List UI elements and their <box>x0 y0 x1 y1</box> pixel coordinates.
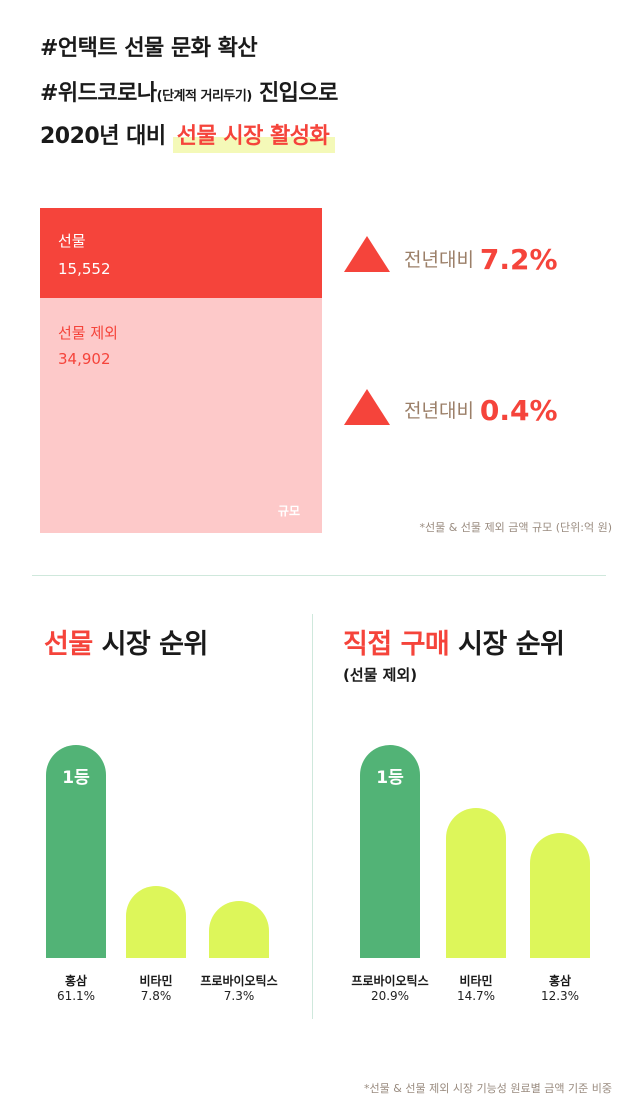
footnote: *선물 & 선물 제외 시장 기능성 원료별 금액 기준 비중 <box>364 1082 612 1095</box>
category-label: 비타민 <box>139 974 173 988</box>
category-label: 홍삼 <box>548 974 572 988</box>
gift-yoy: 전년대비 7.2% <box>404 243 558 276</box>
non-gift-market-box: 선물 제외 34,902 규모 <box>40 298 322 533</box>
value-label: 20.9% <box>370 989 410 1003</box>
headline-line-2: #위드코로나(단계적 거리두기) 진입으로 <box>40 75 338 107</box>
headline-line-2-main: #위드코로나 <box>40 81 157 106</box>
gift-rank-title-accent: 선물 <box>44 629 93 660</box>
non-gift-yoy-prefix: 전년대비 <box>404 400 474 422</box>
gift-market-box: 선물 15,552 <box>40 208 322 298</box>
value-label: 14.7% <box>456 989 496 1003</box>
rank-badge: 1등 <box>62 768 90 788</box>
headline-line-1: #언택트 선물 문화 확산 <box>40 36 258 61</box>
non-gift-yoy-value: 0.4% <box>479 394 558 427</box>
category-label: 프로바이오틱스 <box>351 974 429 988</box>
non-gift-value: 34,902 <box>58 350 111 368</box>
bar-0-0: 1등 <box>46 745 106 958</box>
up-triangle-icon <box>344 389 390 425</box>
value-label: 7.3% <box>223 989 255 1003</box>
headline-line-2-small: (단계적 거리두기) <box>156 89 253 104</box>
direct-rank-title-accent: 직접 구매 <box>343 629 450 660</box>
gift-rank-title-rest: 시장 순위 <box>92 629 209 660</box>
category-label: 홍삼 <box>64 974 88 988</box>
headline-line-2-tail: 진입으로 <box>251 81 338 106</box>
bar-1-2 <box>530 832 590 958</box>
value-label: 7.8% <box>140 989 172 1003</box>
non-gift-label: 선물 제외 <box>58 324 118 342</box>
direct-rank-subtitle: (선물 제외) <box>343 666 418 684</box>
bar-1-1 <box>446 808 506 958</box>
market-note: *선물 & 선물 제외 금액 규모 (단위:억 원) <box>419 521 612 534</box>
value-label: 12.3% <box>540 989 580 1003</box>
gift-label: 선물 <box>58 232 86 250</box>
bar-0-1 <box>126 886 186 958</box>
headline-line-3: 2020년 대비 선물 시장 활성화 <box>40 118 336 153</box>
direct-rank-title-rest: 시장 순위 <box>449 629 565 660</box>
gift-yoy-value: 7.2% <box>479 243 558 276</box>
rank-badge: 1등 <box>376 768 404 788</box>
divider-vertical <box>312 614 313 1019</box>
divider-horizontal <box>32 575 606 576</box>
gift-rank-title: 선물 시장 순위 <box>44 622 208 661</box>
category-label: 프로바이오틱스 <box>200 974 278 988</box>
headline-line-3-main: 2020년 대비 <box>40 124 173 149</box>
gift-yoy-prefix: 전년대비 <box>404 249 474 271</box>
category-label: 비타민 <box>459 974 493 988</box>
direct-rank-title: 직접 구매 시장 순위 <box>343 622 565 661</box>
headline-accent: 선물 시장 활성화 <box>172 124 336 153</box>
non-gift-yoy: 전년대비 0.4% <box>404 394 558 427</box>
scale-label: 규모 <box>277 504 300 518</box>
bar-0-2 <box>209 901 269 958</box>
up-triangle-icon <box>344 236 390 272</box>
bar-1-0: 1등 <box>360 745 420 958</box>
gift-value: 15,552 <box>58 260 111 278</box>
value-label: 61.1% <box>56 989 96 1003</box>
